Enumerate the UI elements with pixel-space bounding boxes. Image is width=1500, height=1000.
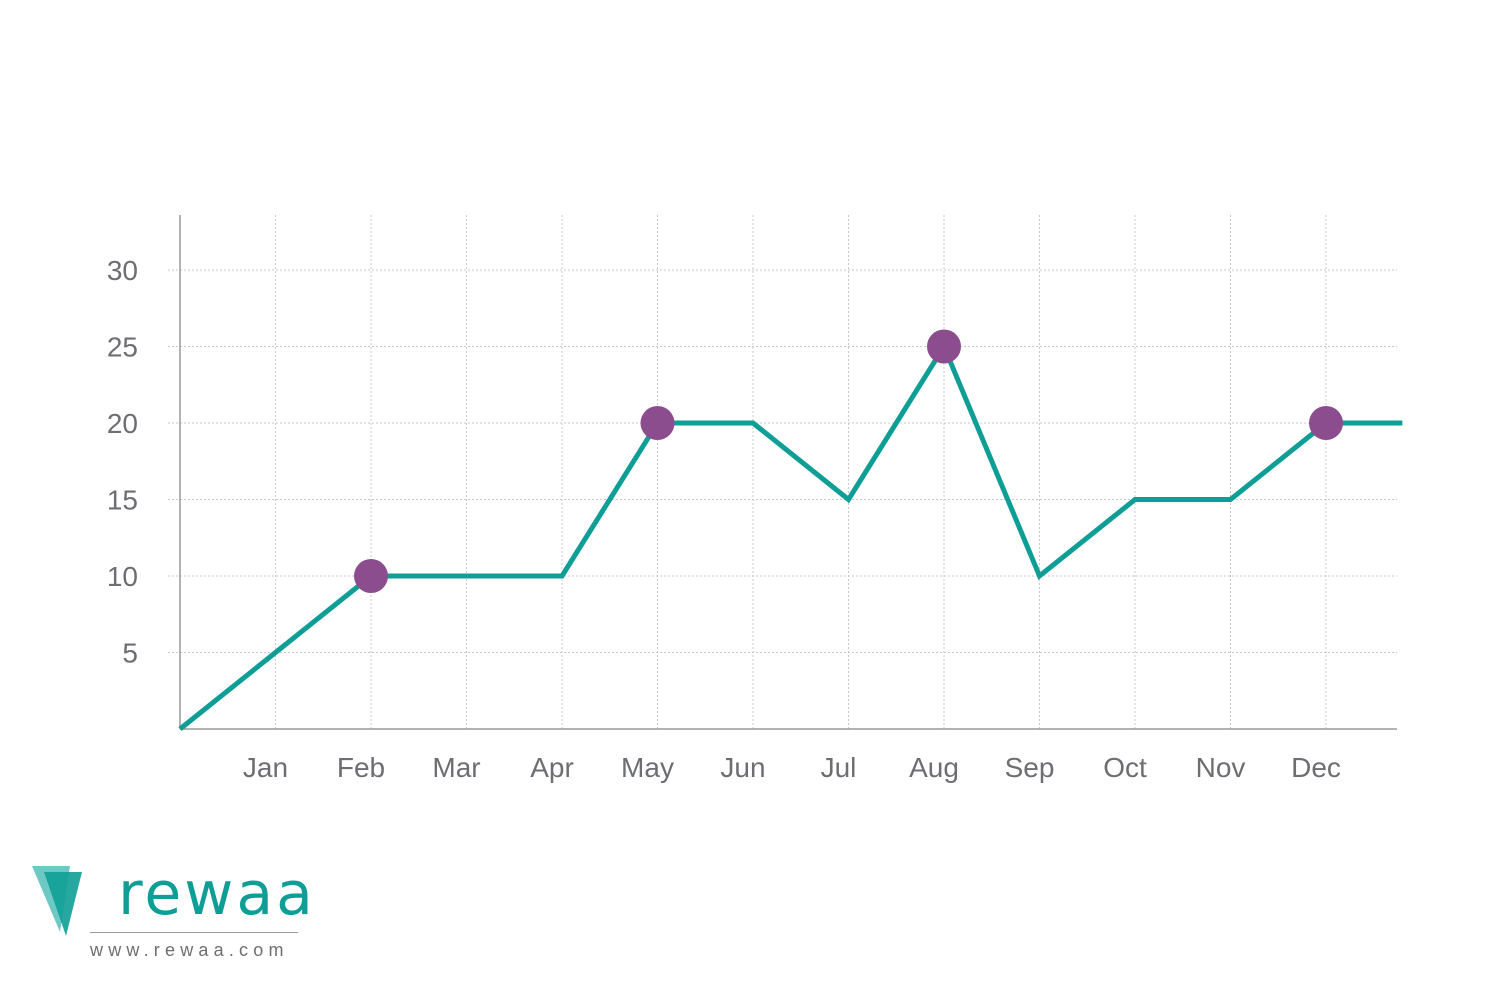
logo-url: www.rewaa.com: [90, 940, 289, 960]
x-tick-label: Apr: [530, 752, 574, 783]
y-tick-label: 20: [107, 408, 138, 439]
x-tick-label: Jan: [243, 752, 288, 783]
x-tick-label: Jun: [720, 752, 765, 783]
x-tick-label: Dec: [1291, 752, 1341, 783]
y-gridlines: [168, 269, 1397, 653]
y-tick-label: 25: [107, 332, 138, 363]
x-tick-label: Sep: [1005, 752, 1055, 783]
x-gridlines: [275, 215, 1327, 729]
y-tick-label: 10: [107, 561, 138, 592]
x-tick-label: Mar: [432, 752, 480, 783]
y-tick-labels: 5 10 15 20 25 30: [107, 255, 138, 669]
data-point-marker: [354, 559, 388, 593]
rewaa-logo: rewaa www.rewaa.com: [30, 860, 313, 970]
data-point-marker: [640, 406, 675, 440]
x-tick-label: Nov: [1196, 752, 1246, 783]
x-tick-label: Feb: [337, 752, 385, 783]
highlight-markers: [354, 329, 1343, 593]
logo-emblem-icon: [32, 866, 82, 936]
x-tick-label: Aug: [909, 752, 959, 783]
y-tick-label: 15: [107, 485, 138, 516]
y-tick-label: 5: [122, 638, 138, 669]
data-point-marker: [1309, 406, 1343, 440]
logo-divider: [90, 932, 298, 933]
y-tick-label: 30: [107, 255, 138, 286]
series-line: [178, 341, 1403, 731]
x-tick-labels: Jan Feb Mar Apr May Jun Jul Aug Sep Oct Nov Dec: [243, 752, 1341, 783]
logo-wordmark: rewaa: [118, 859, 316, 929]
x-tick-label: May: [621, 752, 674, 783]
x-tick-label: Oct: [1103, 752, 1147, 783]
x-tick-label: Jul: [821, 752, 857, 783]
data-point-marker: [927, 329, 961, 364]
